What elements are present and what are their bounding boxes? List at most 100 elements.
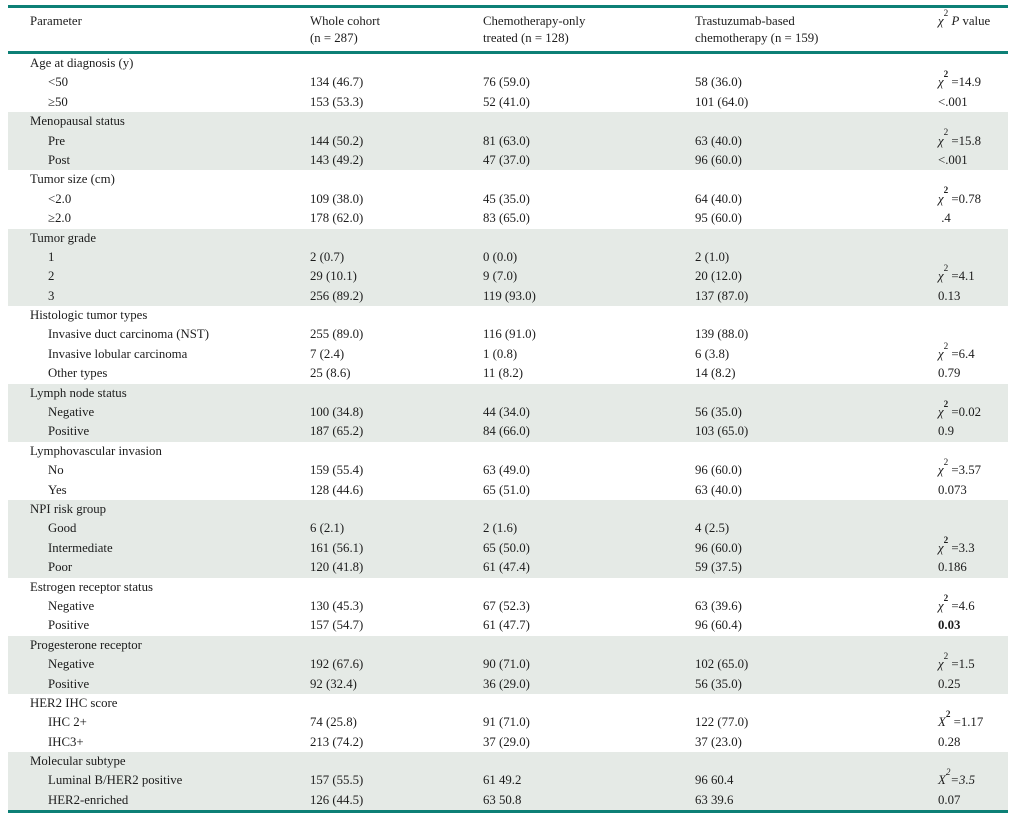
parameter-group: Menopausal status Pre 144 (50.2) 81 (63.0) 6… (8, 112, 1008, 171)
table-header: Parameter Whole cohort (n = 287) Chemoth… (8, 8, 1008, 51)
parameter-cell: <2.0 (48, 191, 72, 206)
whole-cohort-cell: 134 (46.7) (310, 75, 364, 90)
whole-cohort-cell: 2 (0.7) (310, 249, 345, 264)
group-header-row: NPI risk group (8, 500, 1008, 519)
whole-cohort-cell: 25 (8.6) (310, 366, 351, 381)
p-value: <.001 (938, 94, 968, 109)
chemo-only-cell: 65 (50.0) (483, 540, 530, 555)
p-value: 0.25 (938, 676, 961, 691)
chemo-only-cell: 0 (0.0) (483, 249, 518, 264)
table-body: Age at diagnosis (y) <50 134 (46.7) 76 (59.… (8, 54, 1008, 811)
p-value: 0.13 (938, 288, 961, 303)
group-label: Menopausal status (30, 114, 125, 129)
trastuzumab-cell: 37 (23.0) (695, 734, 742, 749)
data-row: Luminal B/HER2 positive 157 (55.5) 61 49.2… (8, 768, 1008, 790)
whole-cohort-cell: 120 (41.8) (310, 560, 364, 575)
chi-value: =3.5 (950, 773, 976, 788)
p-value: 0.073 (938, 482, 967, 497)
chi-superscript: 2 (943, 69, 949, 80)
stat-cell: χ2 =14.9 (938, 70, 1008, 92)
group-label: Lymphovascular invasion (30, 443, 162, 458)
p-value: .4 (938, 211, 951, 226)
chi-value: =3.57 (948, 463, 982, 478)
data-row: IHC 2+ 74 (25.8) 91 (71.0) 122 (77.0) X2 =1.… (8, 709, 1008, 732)
chi-value: =3.3 (948, 540, 975, 555)
chi-superscript: 2 (943, 7, 949, 18)
p-value: 0.79 (938, 366, 961, 381)
whole-cohort-cell: 157 (54.7) (310, 618, 364, 633)
trastuzumab-cell: 59 (37.5) (695, 560, 742, 575)
chemo-only-cell: 61 (47.4) (483, 560, 530, 575)
parameter-cell: Luminal B/HER2 positive (48, 773, 183, 788)
chi-symbol: χ (938, 540, 944, 555)
parameter-group: Lymphovascular invasion No 159 (55.4) 63 (4… (8, 442, 1008, 500)
parameter-cell: HER2-enriched (48, 792, 129, 807)
whole-cohort-cell: 130 (45.3) (310, 598, 364, 613)
p-value: 0.186 (938, 560, 967, 575)
chi-value: =1.17 (950, 715, 984, 730)
chemo-only-cell: 2 (1.6) (483, 521, 518, 536)
parameter-cell: Negative (48, 405, 95, 420)
parameter-cell: IHC 2+ (48, 715, 87, 730)
data-row: Yes 128 (44.6) 65 (51.0) 63 (40.0) 0.073 (8, 481, 1008, 500)
group-label: Lymph node status (30, 385, 127, 400)
chi-value: =0.78 (948, 191, 982, 206)
whole-cohort-cell: 144 (50.2) (310, 133, 364, 148)
chi-superscript: 2 (943, 263, 949, 274)
chi-symbol: χ (938, 75, 944, 90)
data-row: Invasive lobular carcinoma 7 (2.4) 1 (0.8)… (8, 341, 1008, 364)
stat-cell: 0.07 (938, 791, 1008, 810)
stat-cell: χ2 =6.4 (938, 341, 1008, 364)
chemo-only-cell: 91 (71.0) (483, 715, 530, 730)
chi-superscript: 2 (943, 650, 949, 661)
trastuzumab-cell: 102 (65.0) (695, 657, 749, 672)
chemo-only-cell: 9 (7.0) (483, 269, 518, 284)
stat-cell: χ2 =1.5 (938, 651, 1008, 674)
parameter-cell: Negative (48, 657, 95, 672)
trastuzumab-cell: 96 (60.0) (695, 463, 742, 478)
trastuzumab-cell: 137 (87.0) (695, 288, 749, 303)
data-row: 3 256 (89.2) 119 (93.0) 137 (87.0) 0.13 (8, 287, 1008, 306)
parameter-cell: Yes (48, 482, 67, 497)
data-row: ≥2.0 178 (62.0) 83 (65.0) 95 (60.0) .4 (8, 209, 1008, 228)
stat-cell: 0.186 (938, 558, 1008, 577)
trastuzumab-cell: 63 (40.0) (695, 482, 742, 497)
chi-symbol: χ (938, 463, 944, 478)
whole-cohort-cell: 109 (38.0) (310, 191, 364, 206)
group-label: NPI risk group (30, 501, 107, 516)
table-top-rule (8, 5, 1008, 8)
data-row: No 159 (55.4) 63 (49.0) 96 (60.0) χ2 =3.57 (8, 457, 1008, 480)
chi-value: =0.02 (948, 405, 982, 420)
chi-value: =4.1 (948, 269, 975, 284)
p-value: 0.28 (938, 734, 961, 749)
data-row: IHC3+ 213 (74.2) 37 (29.0) 37 (23.0) 0.28 (8, 733, 1008, 752)
parameter-cell: 3 (48, 288, 55, 303)
stat-cell: <.001 (938, 151, 1008, 170)
parameter-cell: Post (48, 152, 71, 167)
data-row: 1 2 (0.7) 0 (0.0) 2 (1.0) (8, 248, 1008, 267)
chi-superscript: 2 (945, 709, 951, 720)
trastuzumab-cell: 63 (40.0) (695, 133, 742, 148)
group-header-row: Progesterone receptor (8, 636, 1008, 655)
chi-value: =1.5 (948, 657, 975, 672)
data-row: Post 143 (49.2) 47 (37.0) 96 (60.0) <.001 (8, 151, 1008, 170)
chi-value: =14.9 (948, 75, 982, 90)
trastuzumab-cell: 63 39.6 (695, 792, 734, 807)
stat-cell: 0.073 (938, 481, 1008, 500)
stat-cell: 0.03 (938, 616, 1008, 635)
chemo-only-cell: 36 (29.0) (483, 676, 530, 691)
data-row: <50 134 (46.7) 76 (59.0) 58 (36.0) χ2 =14.9 (8, 70, 1008, 92)
stat-cell: χ2 =0.78 (938, 186, 1008, 209)
column-header-parameter: Parameter (8, 11, 310, 30)
data-row: Negative 130 (45.3) 67 (52.3) 63 (39.6) χ2 =… (8, 593, 1008, 616)
chi-symbol: X (938, 715, 946, 730)
trastuzumab-cell: 96 (60.4) (695, 618, 742, 633)
trastuzumab-cell: 56 (35.0) (695, 676, 742, 691)
stat-cell: .4 (938, 209, 1008, 228)
chi-superscript: 2 (943, 592, 949, 603)
whole-cohort-cell: 128 (44.6) (310, 482, 364, 497)
data-row: Invasive duct carcinoma (NST) 255 (89.0) 1… (8, 325, 1008, 344)
group-header-row: Histologic tumor types (8, 306, 1008, 325)
clinicopathologic-table: Parameter Whole cohort (n = 287) Chemoth… (8, 5, 1008, 813)
p-value: 0.9 (938, 424, 954, 439)
